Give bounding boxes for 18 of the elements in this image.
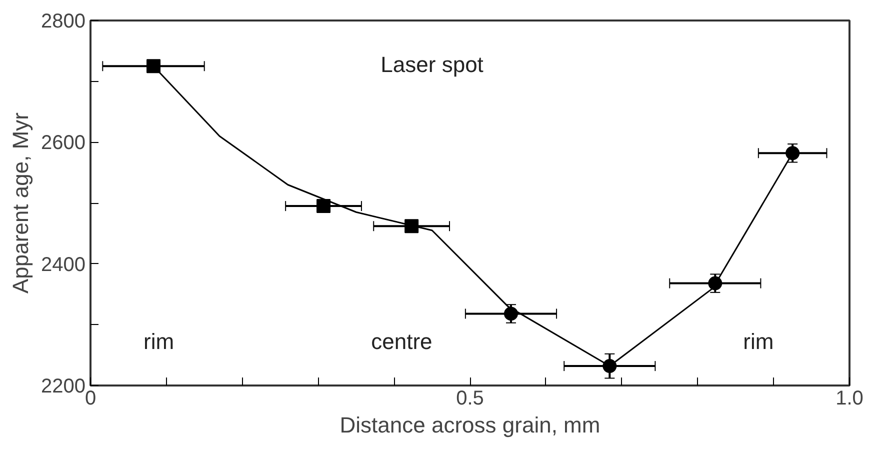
- annotation: Laser spot: [380, 52, 484, 77]
- y-tick-label: 2800: [41, 10, 86, 32]
- x-axis-title: Distance across grain, mm: [340, 412, 600, 438]
- annotation: rim: [743, 329, 774, 354]
- y-tick-label: 2600: [41, 132, 86, 154]
- point: [316, 199, 331, 214]
- annotation: centre: [371, 329, 432, 354]
- y-tick-label: 2200: [41, 376, 86, 398]
- x-tick-label: 0.5: [456, 388, 484, 410]
- point: [504, 306, 518, 321]
- y-axis-title: Apparent age, Myr: [8, 112, 34, 294]
- point: [146, 59, 160, 74]
- y-tick-label: 2400: [41, 254, 86, 276]
- x-tick-label: 1.0: [836, 388, 864, 410]
- annotation: rim: [144, 329, 174, 354]
- point: [404, 219, 419, 234]
- x-tick-label: 0: [84, 388, 96, 410]
- point: [786, 146, 800, 160]
